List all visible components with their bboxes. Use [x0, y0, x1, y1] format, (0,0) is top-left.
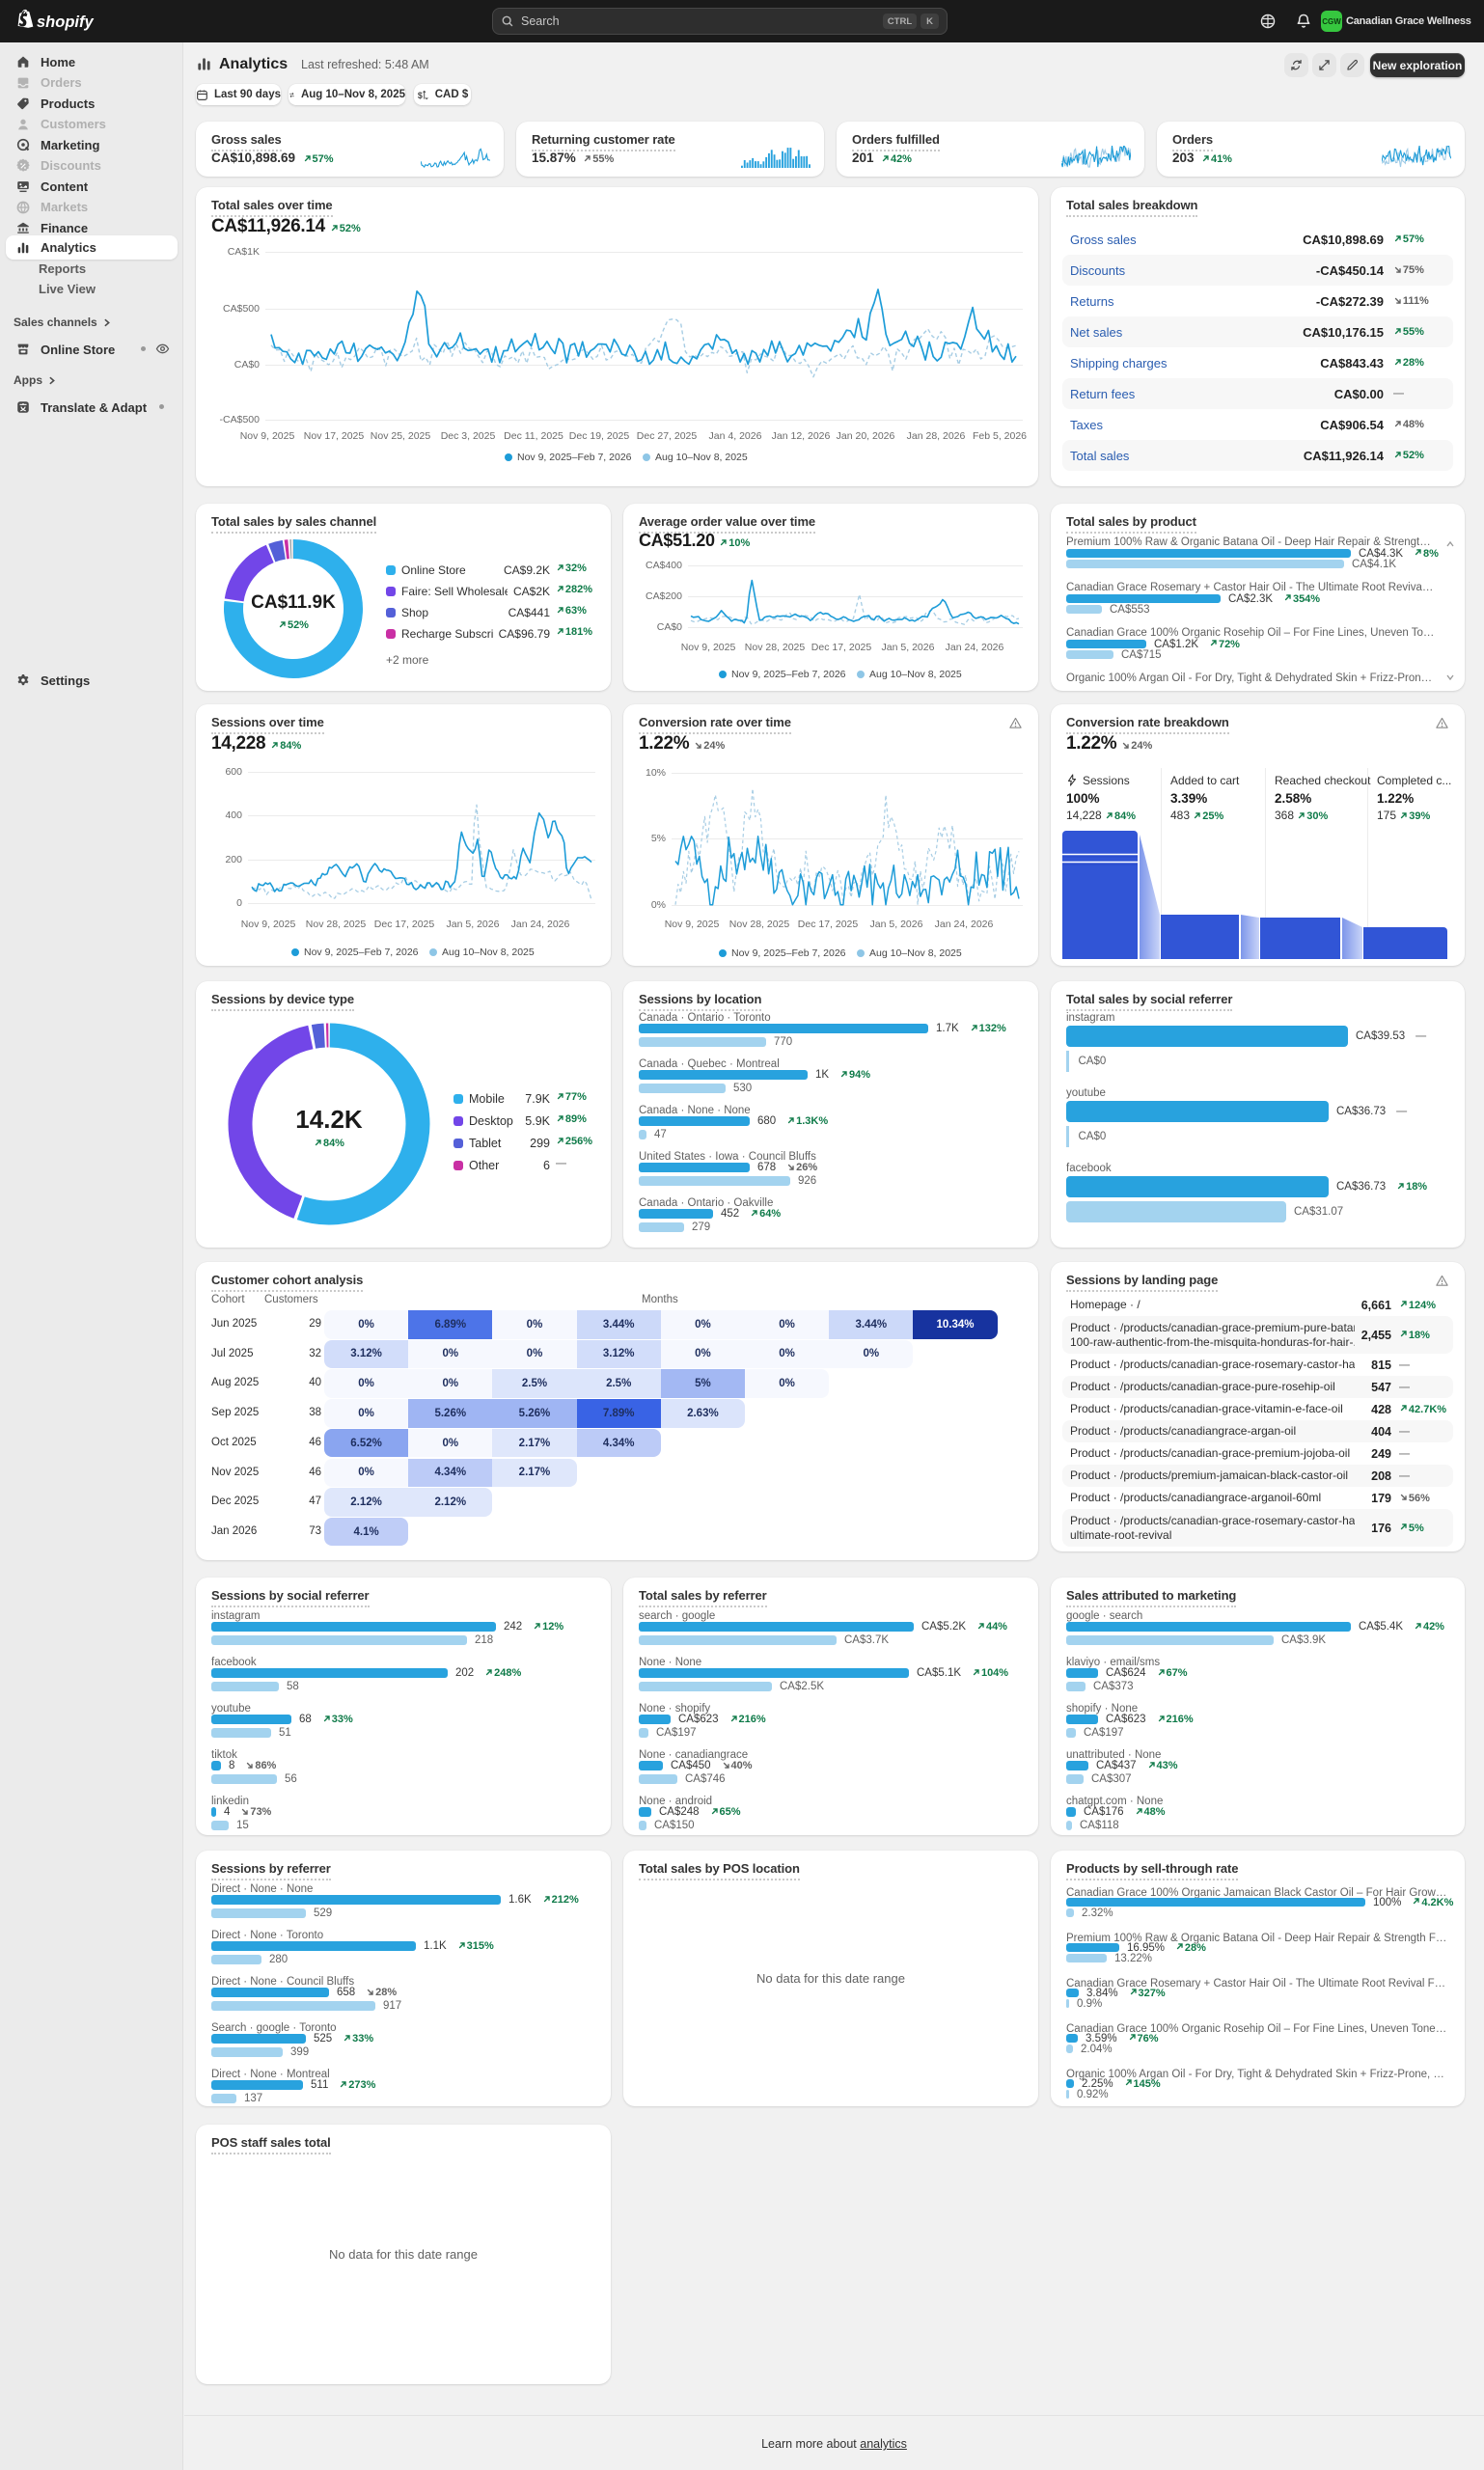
svg-text:shopify: shopify — [37, 14, 94, 31]
svg-text:$: $ — [418, 90, 423, 99]
